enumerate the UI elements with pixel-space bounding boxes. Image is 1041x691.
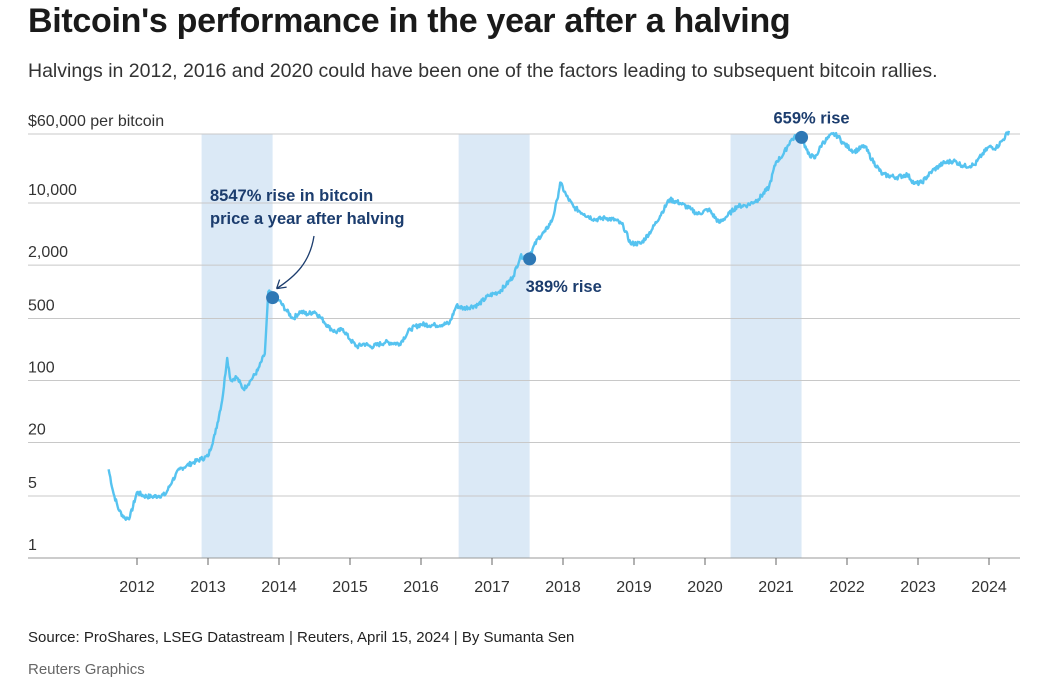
y-tick-label: 5	[28, 475, 37, 492]
x-tick-label: 2019	[616, 579, 652, 596]
x-axis: 2012 2013 2014 2015 2016 2017 2018 2019 2020 2021…	[119, 558, 1007, 596]
halving-band-2	[458, 134, 530, 558]
y-tick-label: 100	[28, 360, 55, 377]
y-tick-label: 2,000	[28, 244, 68, 261]
y-axis-labels: 1 5 20 100 500 2,000 10,000 $60,000 per bitcoin	[28, 113, 164, 554]
source-note: Source: ProShares, LSEG Datastream | Reu…	[28, 629, 575, 646]
x-tick-label: 2018	[545, 579, 581, 596]
halving-peak-marker-1	[266, 291, 280, 305]
annotation-8547-line1: 8547% rise in bitcoin	[210, 187, 373, 205]
x-tick-label: 2014	[261, 579, 297, 596]
y-tick-label: 500	[28, 298, 55, 315]
annotation-arrowhead	[275, 279, 287, 290]
x-tick-label: 2022	[829, 579, 865, 596]
x-tick-label: 2021	[758, 579, 794, 596]
x-tick-label: 2017	[474, 579, 510, 596]
x-tick-label: 2012	[119, 579, 155, 596]
chart-subtitle: Halvings in 2012, 2016 and 2020 could ha…	[28, 60, 938, 82]
x-tick-label: 2024	[971, 579, 1007, 596]
halving-peak-marker-2	[523, 252, 537, 266]
y-tick-label: 10,000	[28, 182, 77, 199]
annotation-389: 389% rise	[526, 278, 602, 296]
x-tick-label: 2023	[900, 579, 936, 596]
bitcoin-price-line	[107, 130, 1011, 521]
x-tick-label: 2020	[687, 579, 723, 596]
halving-band-1	[201, 134, 273, 558]
chart-title: Bitcoin's performance in the year after …	[28, 2, 791, 40]
y-tick-label: 1	[28, 537, 37, 554]
halving-bands	[201, 134, 802, 558]
x-tick-label: 2016	[403, 579, 439, 596]
x-tick-label: 2015	[332, 579, 368, 596]
annotations: 8547% rise in bitcoin price a year after …	[210, 109, 850, 305]
annotation-arrow	[276, 235, 315, 290]
halving-peak-marker-3	[795, 130, 809, 144]
gridlines	[28, 133, 1020, 559]
y-tick-label: $60,000 per bitcoin	[28, 113, 164, 130]
halving-band-3	[730, 134, 802, 558]
graphics-credit: Reuters Graphics	[28, 661, 145, 678]
y-tick-label: 20	[28, 422, 46, 439]
annotation-659: 659% rise	[773, 109, 849, 127]
annotation-8547-line2: price a year after halving	[210, 210, 404, 228]
series-layer	[107, 130, 1011, 521]
x-tick-label: 2013	[190, 579, 226, 596]
